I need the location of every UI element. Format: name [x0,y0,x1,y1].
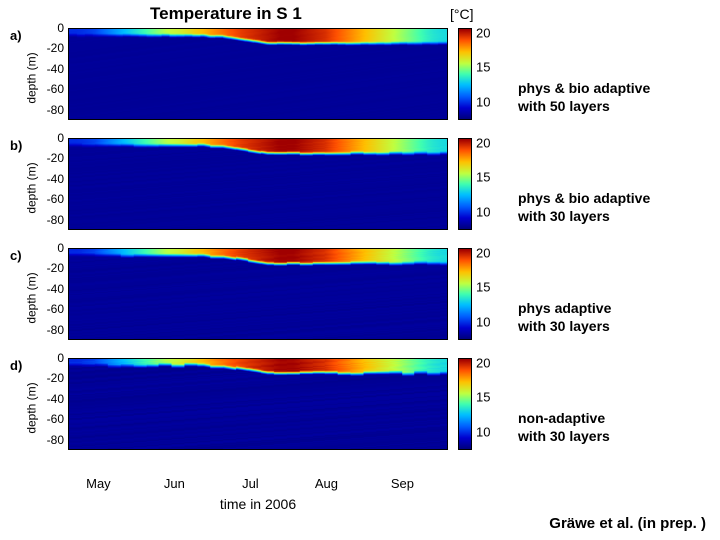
colorbar-tick: 15 [476,169,490,184]
y-tick: 0 [57,21,64,35]
x-tick: Aug [315,476,338,491]
colorbar-tick: 10 [476,94,490,109]
panel-annotation: phys adaptivewith 30 layers [518,300,611,335]
x-tick: Jul [242,476,259,491]
heatmap [68,358,448,450]
y-tick: -60 [47,302,64,316]
y-tick: -60 [47,412,64,426]
x-tick: Sep [391,476,414,491]
panel-d: d) depth (m) 0-20-40-60-80 201510 [10,358,505,458]
y-ticks: 0-20-40-60-80 [36,28,66,120]
citation: Gräwe et al. (in prep. ) [549,515,706,532]
panel-letter: c) [10,248,22,263]
panel-b: b) depth (m) 0-20-40-60-80 201510 [10,138,505,238]
colorbar-tick: 20 [476,25,490,40]
x-axis-label: time in 2006 [220,496,296,512]
panel-c: c) depth (m) 0-20-40-60-80 201510 [10,248,505,348]
colorbar-tick: 20 [476,135,490,150]
colorbar: 20 15 10 [458,248,504,340]
colorbar-tick: 10 [476,314,490,329]
y-tick: 0 [57,351,64,365]
y-tick: -40 [47,392,64,406]
heatmap [68,138,448,230]
colorbar-tick: 10 [476,424,490,439]
colorbar: 20 15 10 [458,358,504,450]
panel-letter: b) [10,138,22,153]
colorbar-tick: 15 [476,389,490,404]
colorbar-tick: 20 [476,355,490,370]
y-tick: -60 [47,192,64,206]
panel-annotation: phys & bio adaptivewith 50 layers [518,80,650,115]
y-tick: -60 [47,82,64,96]
y-tick: 0 [57,131,64,145]
heatmap [68,28,448,120]
panel-annotation: phys & bio adaptivewith 30 layers [518,190,650,225]
y-tick: -40 [47,172,64,186]
y-tick: -40 [47,62,64,76]
colorbar-tick: 20 [476,245,490,260]
y-tick: -40 [47,282,64,296]
colorbar: 20 15 10 [458,138,504,230]
y-tick: -80 [47,433,64,447]
unit-label: [°C] [450,6,474,22]
panel-annotation: non-adaptivewith 30 layers [518,410,610,445]
y-ticks: 0-20-40-60-80 [36,138,66,230]
heatmap [68,248,448,340]
y-tick: -20 [47,41,64,55]
panel-letter: a) [10,28,22,43]
panel-grid: a) depth (m) 0-20-40-60-80 201510 b) dep… [10,28,505,468]
y-ticks: 0-20-40-60-80 [36,248,66,340]
y-tick: -80 [47,323,64,337]
colorbar: 20 15 10 [458,28,504,120]
colorbar-tick: 15 [476,59,490,74]
y-tick: -80 [47,213,64,227]
y-tick: -20 [47,371,64,385]
x-tick: Jun [164,476,185,491]
colorbar-tick: 15 [476,279,490,294]
y-tick: -20 [47,261,64,275]
panel-letter: d) [10,358,22,373]
y-tick: -20 [47,151,64,165]
page-title: Temperature in S 1 [150,4,302,24]
x-tick: May [86,476,111,491]
y-tick: -80 [47,103,64,117]
colorbar-tick: 10 [476,204,490,219]
panel-a: a) depth (m) 0-20-40-60-80 201510 [10,28,505,128]
y-ticks: 0-20-40-60-80 [36,358,66,450]
y-tick: 0 [57,241,64,255]
